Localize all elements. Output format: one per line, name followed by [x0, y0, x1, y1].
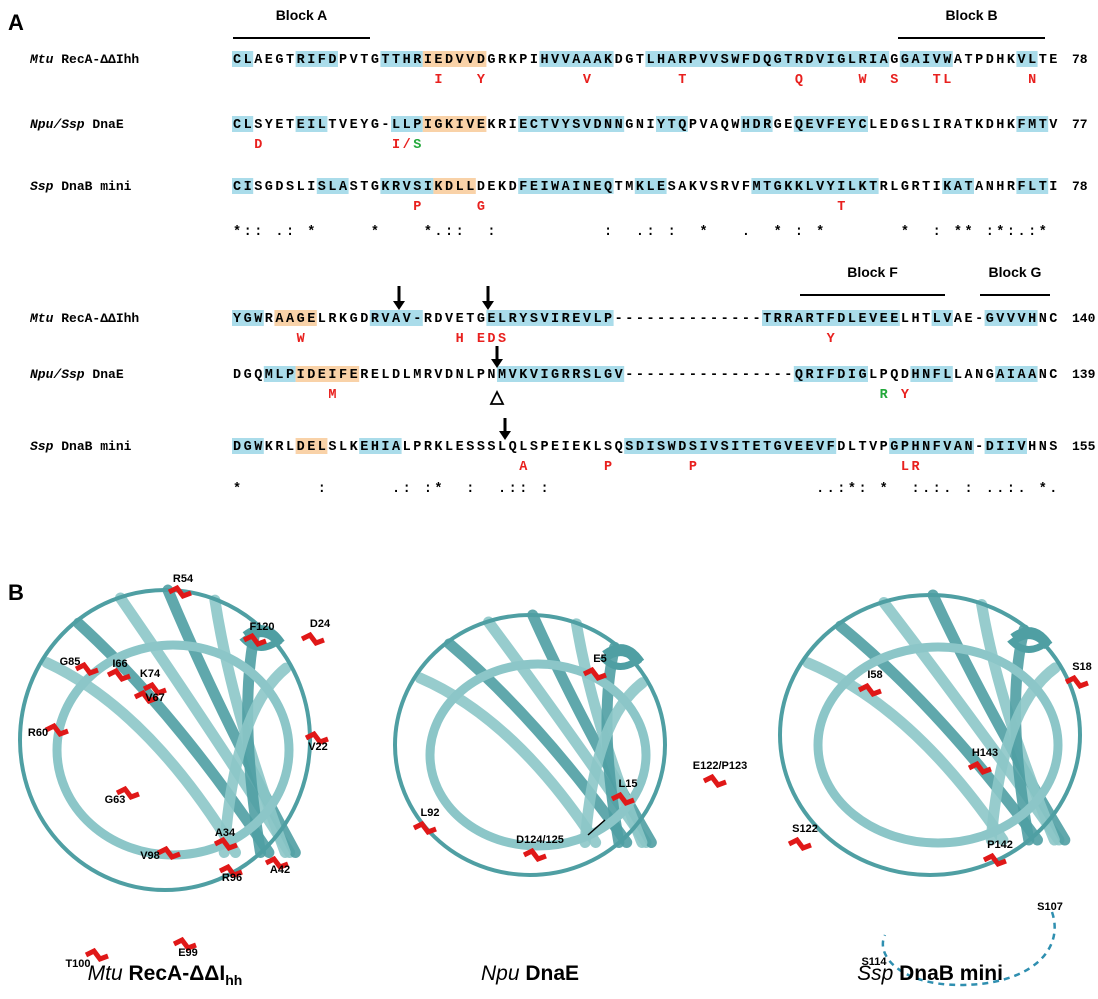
species: Npu/Ssp: [30, 367, 85, 382]
arrow-head: [393, 301, 405, 310]
residue-highlight: [704, 777, 726, 785]
sequence-end: 78: [1072, 179, 1088, 194]
arrow-head: [482, 301, 494, 310]
sequence-end: 140: [1072, 311, 1096, 326]
residue-label: I66: [112, 658, 127, 670]
species: Npu: [481, 962, 520, 985]
subscript: hh: [225, 972, 242, 988]
block-label: Block G: [989, 264, 1042, 280]
residue-label: R60: [28, 727, 48, 739]
residue-label: I58: [867, 669, 882, 681]
structure-title: Npu DnaE: [481, 962, 579, 985]
residue-label: P142: [987, 839, 1013, 851]
sequence: CLSYETEILTVEYG-LLPIGKIVEKRIECTVYSVDNNGNI…: [233, 118, 1060, 133]
residue-label: D24: [310, 618, 331, 630]
conservation: * : .: :* : .:: : ..:*: * :.:. : ..:. *.: [233, 482, 1060, 497]
protein: DnaB mini: [899, 962, 1003, 985]
conservation: *:: .: * * *.:: : : .: : * . * : * * : *…: [233, 225, 1049, 240]
residue-label: S18: [1072, 661, 1092, 673]
sequence-name: Mtu RecA-ΔΔIhh: [29, 52, 139, 67]
panel-label: A: [8, 10, 24, 35]
protein: RecA-ΔΔI: [129, 962, 226, 985]
species: Mtu: [88, 962, 123, 985]
protein: DnaB mini: [61, 179, 131, 194]
residue-label: H143: [972, 747, 998, 759]
residue-label: E5: [593, 653, 606, 665]
helix: [1013, 631, 1048, 650]
protein: DnaE: [92, 117, 123, 132]
panel-label: B: [8, 580, 24, 605]
sequence: DGQMLPIDEIFERELDLMRVDNLPNMVKVIGRRSLGV---…: [233, 368, 1060, 383]
residue-label: E99: [178, 947, 198, 959]
mutations: A P P LR: [233, 460, 922, 475]
species: Mtu: [29, 311, 54, 326]
residue-label: A42: [270, 864, 290, 876]
sequence-end: 77: [1072, 117, 1088, 132]
residue-highlight: [789, 840, 811, 848]
sequence-name: Npu/Ssp DnaE: [30, 117, 124, 132]
residue-label: L92: [421, 807, 440, 819]
mutations: W H EDS Y: [233, 332, 837, 347]
protein: DnaE: [525, 962, 579, 985]
residue-label: G85: [60, 656, 81, 668]
residue-label: S122: [792, 823, 818, 835]
residue-label: R54: [173, 573, 194, 585]
protein: RecA-ΔΔIhh: [61, 311, 139, 326]
mutations: S: [233, 138, 424, 153]
sequence: CLAEGTRIFDPVTGTTHRIEDVVDGRKPIHVVAAAKDGTL…: [233, 53, 1060, 68]
mutations: R: [233, 388, 890, 403]
helix: [604, 648, 639, 667]
sequence-name: Mtu RecA-ΔΔIhh: [29, 311, 139, 326]
protein: DnaB mini: [61, 439, 131, 454]
species: Mtu: [29, 52, 54, 67]
block-label: Block A: [276, 7, 328, 23]
residue-highlight: [302, 635, 324, 643]
sequence: CISGDSLISLASTGKRVSIKDLLDEKDFEIWAINEQTMKL…: [233, 180, 1060, 195]
mutations: I Y V T Q W S TL N: [233, 73, 1039, 88]
species: Ssp: [857, 962, 893, 985]
figure: A B Block A Block B Block F Block G Mtu RecA…: [0, 0, 1098, 999]
residue-highlight: [414, 824, 436, 832]
residue-label: A34: [215, 827, 236, 839]
residue-label: D124/125: [516, 834, 564, 846]
residue-highlight: [46, 726, 68, 734]
structure-cartoon: [780, 595, 1080, 875]
sequence-end: 139: [1072, 367, 1096, 382]
residue-label: K74: [140, 668, 161, 680]
protein: DnaE: [92, 367, 123, 382]
sequence-name: Ssp DnaB mini: [30, 179, 132, 194]
species: Ssp: [30, 439, 54, 454]
block-label: Block B: [945, 7, 997, 23]
sequence-end: 78: [1072, 52, 1088, 67]
residue-highlight: [524, 851, 546, 859]
sequence-name: Npu/Ssp DnaE: [30, 367, 124, 382]
structure-cartoon: [20, 590, 310, 890]
sequence-name: Ssp DnaB mini: [30, 439, 132, 454]
residue-label: G63: [105, 794, 126, 806]
species: Ssp: [30, 179, 54, 194]
structure-title: Mtu RecA-ΔΔIhh: [88, 962, 243, 988]
block-label: Block F: [847, 264, 898, 280]
residue-label: V67: [145, 692, 165, 704]
protein: RecA-ΔΔIhh: [61, 52, 139, 67]
residue-label: V22: [308, 741, 328, 753]
structure-title: Ssp DnaB mini: [857, 962, 1003, 985]
arrow-head: [499, 431, 511, 440]
residue-label: F120: [249, 621, 274, 633]
residue-label: E122/P123: [693, 760, 747, 772]
residue-highlight: [969, 764, 991, 772]
species: Npu/Ssp: [30, 117, 85, 132]
residue-label: R96: [222, 872, 242, 884]
sequence: YGWRAAGELRKGDRVAV-RDVETGELRYSVIREVLP----…: [233, 312, 1060, 327]
residue-label: L15: [619, 778, 638, 790]
mutations: P G T: [233, 200, 848, 215]
sequence: DGWKRLDELSLKEHIALPRKLESSSLQLSPEIEKLSQSDI…: [233, 440, 1060, 455]
residue-label: S107: [1037, 901, 1063, 913]
sequence-end: 155: [1072, 439, 1096, 454]
residue-label: V98: [140, 850, 160, 862]
